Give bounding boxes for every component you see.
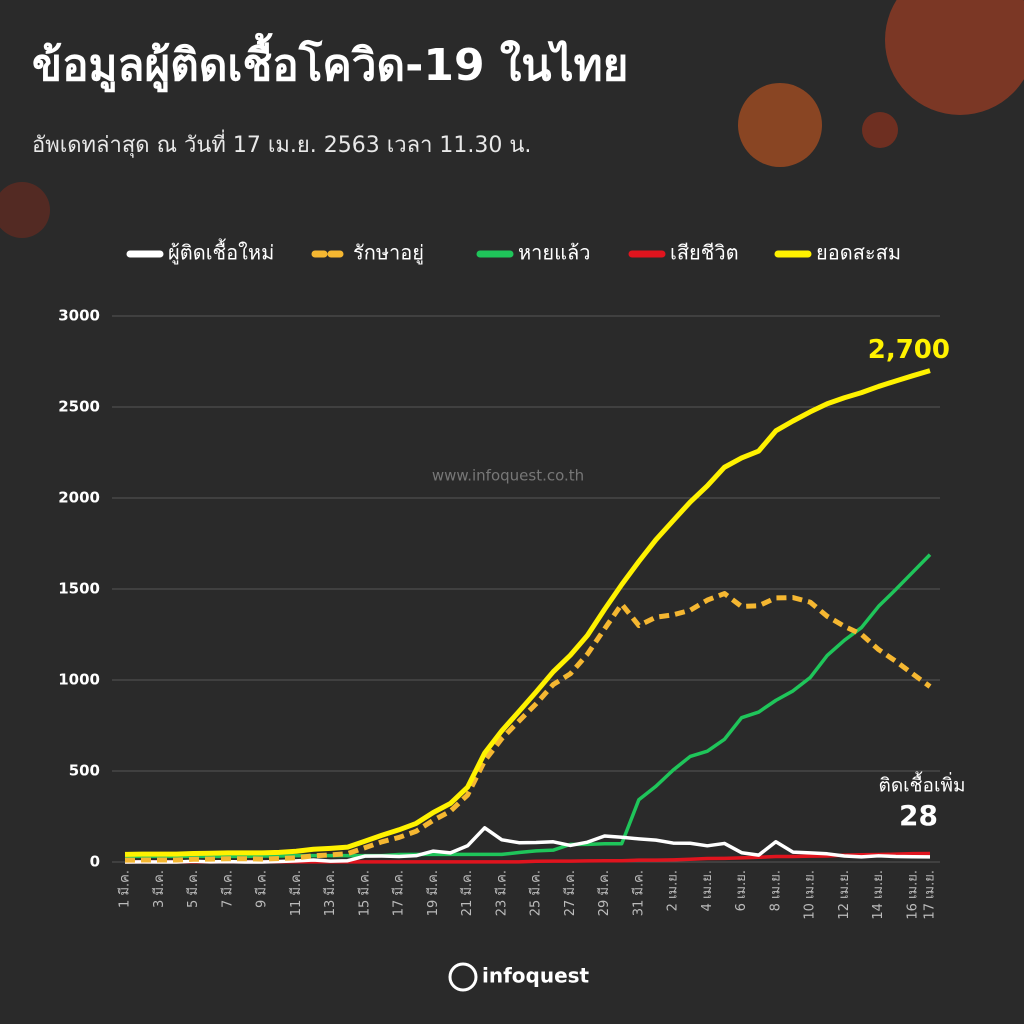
- x-tick-label: 9 มี.ค.: [254, 870, 270, 908]
- x-tick-label: 25 มี.ค.: [528, 870, 544, 916]
- y-tick-label: 0: [90, 853, 100, 871]
- x-tick-label: 14 เม.ย.: [871, 870, 886, 920]
- series-line: [125, 553, 932, 859]
- x-tick-label: 7 มี.ค.: [219, 870, 235, 908]
- series-line: [124, 591, 932, 863]
- logo-icon: [448, 962, 478, 992]
- x-tick-label: 8 เม.ย.: [768, 870, 783, 911]
- x-tick-label: 17 เม.ย.: [923, 870, 938, 920]
- legend-label: เสียชีวิต: [670, 241, 739, 265]
- chart-title: ข้อมูลผู้ติดเชื้อโควิด-19 ในไทย: [32, 32, 628, 92]
- x-tick-label: 2 เม.ย.: [666, 870, 681, 911]
- x-tick-label: 3 มี.ค.: [151, 870, 167, 908]
- virus-decoration: [0, 0, 1024, 238]
- x-tick-label: 13 มี.ค.: [322, 870, 338, 916]
- x-tick-label: 23 มี.ค.: [493, 870, 509, 916]
- legend-label: รักษาอยู่: [353, 241, 424, 266]
- x-tick-label: 31 มี.ค.: [630, 870, 646, 916]
- x-tick-label: 16 เม.ย.: [905, 870, 920, 920]
- y-tick-label: 3000: [58, 307, 100, 325]
- watermark: www.infoquest.co.th: [432, 467, 584, 485]
- x-tick-label: 27 มี.ค.: [562, 870, 578, 916]
- x-tick-label: 4 เม.ย.: [700, 870, 715, 911]
- x-tick-label: 1 มี.ค.: [117, 870, 133, 908]
- legend-label: ผู้ติดเชื้อใหม่: [168, 239, 274, 266]
- x-tick-label: 19 มี.ค.: [425, 870, 441, 916]
- chart-subtitle: อัพเดทล่าสุด ณ วันที่ 17 เม.ย. 2563 เวลา…: [32, 129, 531, 158]
- annotation: ติดเชื้อเพิ่ม: [878, 772, 965, 797]
- legend-label: ยอดสะสม: [816, 241, 901, 265]
- legend-label: หายแล้ว: [518, 241, 591, 265]
- x-tick-label: 29 มี.ค.: [596, 870, 612, 916]
- x-tick-label: 21 มี.ค.: [459, 870, 475, 916]
- data-label: 28: [899, 799, 938, 832]
- y-tick-label: 2000: [58, 489, 100, 507]
- x-tick-label: 17 มี.ค.: [391, 870, 407, 916]
- series-line: [124, 368, 931, 857]
- data-label: 2,700: [868, 335, 950, 365]
- y-tick-label: 1000: [58, 671, 100, 689]
- x-tick-label: 11 มี.ค.: [288, 870, 304, 916]
- y-tick-label: 1500: [58, 580, 100, 598]
- y-tick-label: 2500: [58, 398, 100, 416]
- y-tick-label: 500: [69, 762, 100, 780]
- x-tick-label: 15 มี.ค.: [356, 870, 372, 916]
- logo: infoquest: [482, 964, 590, 988]
- series-line: [124, 826, 931, 864]
- x-tick-label: 5 มี.ค.: [185, 870, 201, 908]
- x-tick-label: 6 เม.ย.: [734, 870, 749, 911]
- x-tick-label: 10 เม.ย.: [803, 870, 818, 920]
- x-tick-label: 12 เม.ย.: [837, 870, 852, 920]
